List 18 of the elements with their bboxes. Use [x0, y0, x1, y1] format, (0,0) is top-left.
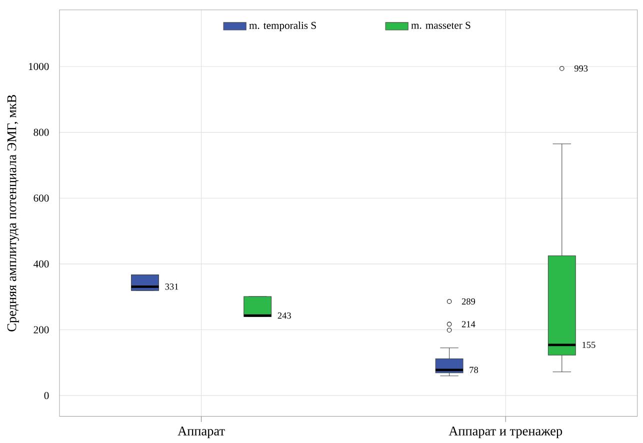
x-tick-label: Аппарат [178, 426, 225, 438]
y-tick-label: 0 [44, 392, 49, 400]
annotation: 214 [462, 321, 476, 328]
y-tick-label: 800 [34, 128, 49, 136]
annotation: 78 [470, 367, 478, 374]
annotation: 289 [462, 298, 476, 305]
y-tick-label: 200 [34, 326, 49, 334]
x-tick-label: Аппарат и тренажер [448, 426, 562, 438]
annotation: 155 [582, 342, 596, 348]
y-tick-label: 400 [34, 260, 49, 268]
annotation: 331 [165, 284, 178, 290]
legend-label: m. masseter S [411, 22, 470, 30]
annotation: 993 [574, 66, 588, 72]
y-tick-label: 1000 [28, 63, 49, 70]
y-tick-label: 600 [34, 194, 49, 202]
annotation: 243 [278, 312, 291, 319]
legend-label: m. temporalis S [249, 22, 316, 32]
y-axis-title: Средняя амплитуда потенциала ЭМГ, мкВ [7, 95, 19, 332]
